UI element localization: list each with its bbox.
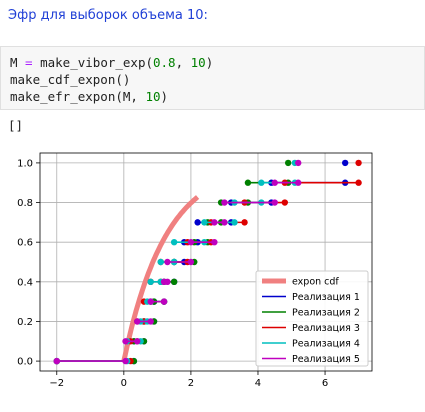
code-token: ()	[115, 72, 131, 87]
ecdf-point	[355, 179, 362, 186]
code-token: M	[10, 55, 18, 70]
ecdf-point	[194, 219, 201, 226]
ecdf-point	[147, 298, 154, 305]
ecdf-point	[134, 338, 141, 345]
ecdf-point	[170, 238, 178, 246]
ecdf-point	[271, 199, 278, 206]
ecdf-point	[271, 179, 278, 186]
code-token: make_vibor_exp	[40, 55, 146, 70]
code-token: ,	[175, 55, 191, 70]
code-token: =	[17, 55, 41, 70]
y-tick-label: 0.0	[17, 357, 33, 368]
y-tick-label: 0.6	[17, 238, 33, 249]
code-line-3: make_efr_expon(M, 10)	[10, 89, 168, 104]
y-tick-label: 0.2	[17, 317, 33, 328]
code-token: make_cdf_expon	[10, 72, 116, 87]
code-token: M	[122, 89, 131, 104]
markdown-heading: Эфр для выборок объема 10:	[8, 8, 208, 23]
legend: expon cdf Реализация 1 Реализация 2 Реализа…	[255, 270, 369, 367]
ecdf-point	[157, 258, 164, 266]
legend-label: Реализация 1	[292, 292, 360, 303]
code-cell[interactable]: M = make_vibor_exp(0.8, 10) make_cdf_exp…	[0, 46, 425, 110]
ecdf-point	[295, 159, 302, 167]
ecdf-point	[170, 278, 178, 286]
plot-frame	[39, 152, 373, 372]
ecdf-point	[284, 159, 292, 167]
ecdf-point	[231, 219, 238, 226]
ecdf-point	[160, 298, 168, 305]
ecdf-point	[258, 179, 265, 186]
legend-label: Реализация 3	[292, 323, 360, 334]
code-token: 10	[190, 55, 206, 70]
ecdf-point	[295, 179, 302, 186]
ecdf-point	[147, 278, 154, 286]
ecdf-point	[201, 219, 208, 226]
ecdf-point	[164, 278, 171, 286]
ecdf-point	[134, 318, 141, 325]
ecdf-point	[221, 199, 228, 206]
code-token: ,	[130, 89, 146, 104]
cell-output-text: []	[8, 118, 24, 133]
y-tick-label: 0.4	[17, 277, 33, 288]
ecdf-point	[211, 238, 218, 246]
y-tick-label: 1.0	[17, 158, 33, 169]
ecdf-point	[241, 219, 248, 226]
legend-label: Реализация 2	[292, 308, 360, 319]
code-token: )	[205, 55, 214, 70]
ecdf-point	[187, 258, 195, 266]
ecdf-point	[244, 179, 252, 186]
ecdf-point	[147, 318, 154, 325]
code-line-2: make_cdf_expon()	[10, 72, 130, 87]
ecdf-point	[341, 159, 349, 167]
ecdf-point	[211, 219, 218, 226]
code-token: 0.8	[153, 55, 176, 70]
x-tick-label: 2	[188, 378, 194, 389]
ecdf-point	[281, 199, 289, 206]
ecdf-point	[122, 357, 129, 365]
x-tick-label: 6	[322, 378, 328, 389]
ecdf-point	[122, 338, 129, 345]
x-tick-label: 0	[121, 378, 127, 389]
code-token: make_efr_expon	[10, 89, 116, 104]
cdf-curve	[121, 195, 200, 362]
code-token: (	[145, 55, 153, 70]
ecdf-point	[355, 159, 362, 167]
code-token: (	[115, 89, 123, 104]
ecdf-point	[53, 357, 60, 365]
code-token: )	[160, 89, 169, 104]
ecdf-point	[221, 219, 228, 226]
legend-label: expon cdf	[292, 277, 339, 288]
legend-label: Реализация 4	[292, 339, 360, 350]
ecdf-point	[187, 238, 195, 246]
legend-label: Реализация 5	[292, 354, 360, 365]
y-tick-label: 0.8	[17, 198, 33, 209]
code-line-1: M = make_vibor_exp(0.8, 10)	[10, 55, 213, 70]
code-token: 10	[145, 89, 161, 104]
x-tick-label: 4	[255, 378, 261, 389]
ecdf-point	[164, 258, 171, 266]
x-tick-label: −2	[49, 378, 64, 389]
